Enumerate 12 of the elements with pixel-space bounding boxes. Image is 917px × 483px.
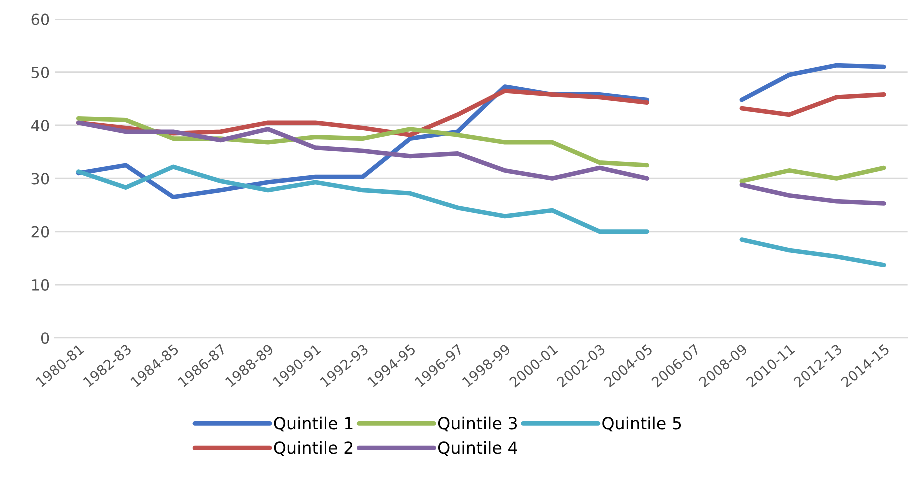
legend-label: Quintile 1 (274, 416, 353, 432)
legend-label: Quintile 5 (602, 416, 682, 432)
y-tick-label: 60 (32, 14, 50, 26)
y-tick-label: 30 (32, 173, 50, 185)
y-tick-label: 10 (32, 279, 50, 291)
y-tick-label: 20 (32, 226, 50, 238)
legend-label: Quintile 3 (438, 416, 518, 432)
y-tick-label: 0 (41, 332, 50, 344)
y-tick-label: 40 (31, 120, 50, 132)
y-tick-label: 50 (32, 66, 50, 78)
legend-label: Quintile 4 (438, 441, 518, 456)
legend-label: Quintile 2 (274, 441, 353, 456)
